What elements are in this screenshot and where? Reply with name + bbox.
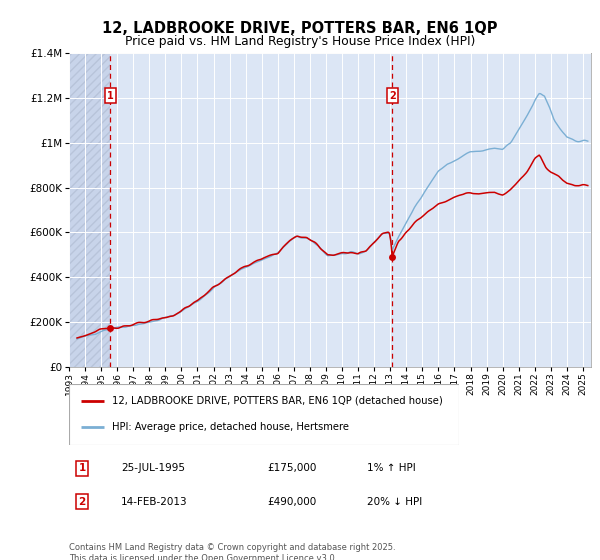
Text: £490,000: £490,000: [268, 497, 317, 507]
Text: 1: 1: [107, 91, 113, 101]
Text: 12, LADBROOKE DRIVE, POTTERS BAR, EN6 1QP: 12, LADBROOKE DRIVE, POTTERS BAR, EN6 1Q…: [102, 21, 498, 36]
Text: HPI: Average price, detached house, Hertsmere: HPI: Average price, detached house, Hert…: [112, 422, 349, 432]
Text: 2: 2: [79, 497, 86, 507]
Text: £175,000: £175,000: [268, 463, 317, 473]
FancyBboxPatch shape: [69, 384, 459, 445]
Text: 1: 1: [79, 463, 86, 473]
Text: 14-FEB-2013: 14-FEB-2013: [121, 497, 188, 507]
Text: 12, LADBROOKE DRIVE, POTTERS BAR, EN6 1QP (detached house): 12, LADBROOKE DRIVE, POTTERS BAR, EN6 1Q…: [112, 396, 443, 406]
Text: 1% ↑ HPI: 1% ↑ HPI: [367, 463, 415, 473]
Text: 20% ↓ HPI: 20% ↓ HPI: [367, 497, 422, 507]
Text: 2: 2: [389, 91, 395, 101]
Text: 25-JUL-1995: 25-JUL-1995: [121, 463, 185, 473]
Text: Price paid vs. HM Land Registry's House Price Index (HPI): Price paid vs. HM Land Registry's House …: [125, 35, 475, 48]
Bar: [69, 53, 110, 367]
Text: Contains HM Land Registry data © Crown copyright and database right 2025.
This d: Contains HM Land Registry data © Crown c…: [69, 543, 395, 560]
